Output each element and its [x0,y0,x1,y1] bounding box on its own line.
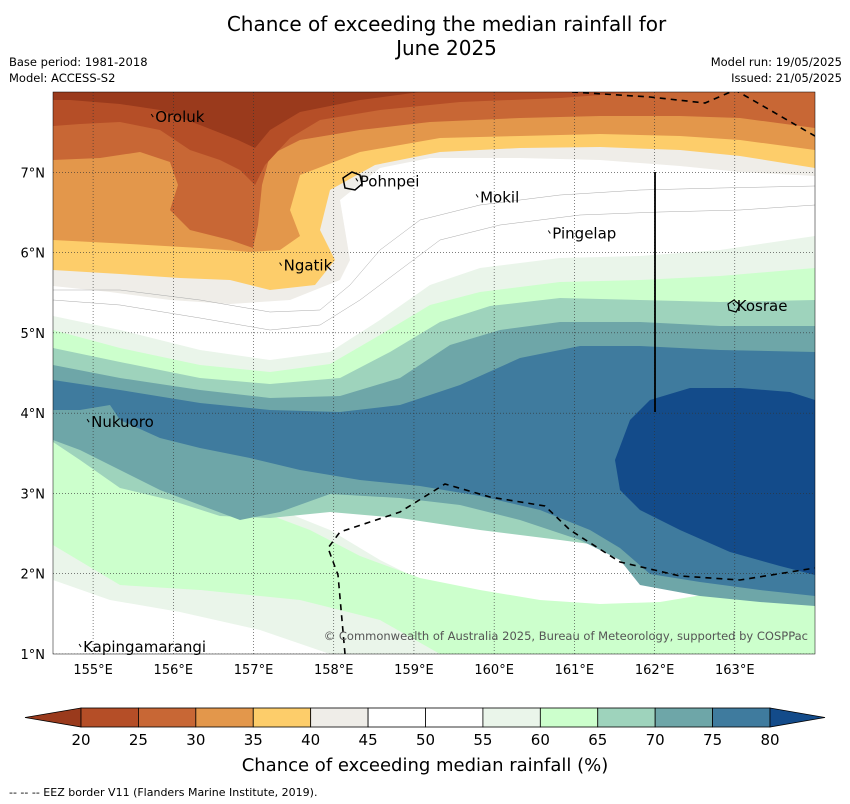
footnote: -- -- -- EEZ border V11 (Flanders Marine… [9,786,318,799]
model-text: Model: ACCESS-S2 [9,71,116,85]
colorbar-extend-low [24,707,82,728]
contour-fill-50-southwest [53,580,330,654]
x-tick-label: 155°E [73,663,113,678]
map-frame [52,91,816,655]
place-label-oroluk: Oroluk [155,108,204,126]
copyright-text: © Commonwealth of Australia 2025, Bureau… [324,629,808,643]
kosrae-island [727,299,741,313]
place-label-mokil: Mokil [480,188,519,206]
eez-border-south [327,483,815,654]
base-period-text: Base period: 1981-2018 [9,55,148,69]
y-tick-label: 1°N [21,648,46,663]
y-tick-label: 6°N [21,247,46,262]
place-marker [279,262,283,266]
y-tick-label: 3°N [21,487,46,502]
contour-fill-below-20 [53,92,420,148]
colorbar-swatch [654,707,713,728]
contour-fill-80 [615,388,815,575]
x-tick-label: 162°E [635,663,675,678]
colorbar-tick-label: 30 [186,731,205,749]
colorbar-tick-label: 25 [129,731,148,749]
place-label-pingelap: Pingelap [552,225,616,243]
y-tick-label: 2°N [21,568,46,583]
colorbar-tick-label: 35 [244,731,263,749]
colorbar-tick-label: 45 [359,731,378,749]
place-marker [150,113,154,118]
colorbar-tick-label: 80 [760,731,779,749]
colorbar-swatch [597,707,656,728]
colorbar-swatch [195,707,254,728]
place-label-pohnpei: Pohnpei [360,172,420,190]
place-marker [732,302,736,307]
place-label-kapingamarangi: Kapingamarangi [83,638,206,656]
meta-right: Model run: 19/05/2025 Issued: 21/05/2025 [711,54,842,86]
colorbar-swatch [539,707,599,728]
colorbar-swatch [712,707,771,728]
colorbar-swatch [138,707,197,728]
place-marker [547,230,551,234]
colorbar-swatch [425,707,484,728]
chart-title: Chance of exceeding the median rainfall … [0,12,850,60]
colorbar-label: Chance of exceeding median rainfall (%) [241,755,609,776]
model-run-text: Model run: 19/05/2025 [710,55,842,69]
x-tick-label: 159°E [394,663,434,678]
y-tick-label: 5°N [21,327,46,342]
x-tick-label: 156°E [154,663,194,678]
eez-borders [327,92,815,654]
place-label-kosrae: Kosrae [737,297,788,315]
colorbar-tick-label: 65 [588,731,607,749]
x-tick-label: 163°E [715,663,755,678]
contour-fill-75 [53,346,815,596]
colorbar-tick-label: 40 [301,731,320,749]
place-label-nukuoro: Nukuoro [91,413,154,431]
pohnpei-island [342,171,363,191]
colorbar: 20 25 30 35 40 45 50 55 60 65 70 75 80 [24,707,826,749]
contour-lines [53,185,815,331]
place-label-ngatik: Ngatik [284,257,333,275]
issued-text: Issued: 21/05/2025 [731,71,842,85]
colorbar-swatch [252,707,312,728]
y-tick-label: 7°N [21,166,46,181]
colorbar-tick-label: 75 [703,731,722,749]
place-marker [355,178,359,182]
x-axis-ticks: 155°E 156°E 157°E 158°E 159°E 160°E 161°E 162°E… [73,663,754,678]
colorbar-extend-high [769,707,826,728]
meta-left: Base period: 1981-2018 Model: ACCESS-S2 [9,54,148,86]
colorbar-tick-label: 20 [71,731,90,749]
x-tick-label: 158°E [314,663,354,678]
colorbar-swatch [310,707,369,728]
colorbar-tick-label: 50 [416,731,435,749]
contour-fill-60-south [53,420,815,654]
x-tick-label: 157°E [234,663,274,678]
colorbar-tick-label: 70 [646,731,665,749]
contour-fill-group [53,92,815,654]
place-marker [475,194,479,198]
place-marker [78,643,82,648]
colorbar-tick-label: 60 [531,731,550,749]
title-line-1: Chance of exceeding the median rainfall … [226,12,667,36]
colorbar-swatch [80,707,139,728]
colorbar-tick-label: 55 [473,731,492,749]
x-tick-label: 161°E [555,663,595,678]
graticule [53,92,815,654]
y-tick-label: 4°N [21,407,46,422]
colorbar-swatch [367,707,426,728]
place-marker [86,418,90,423]
place-labels: Oroluk Pohnpei Mokil Pingelap Ngatik Kosrae Nu… [78,108,788,656]
colorbar-swatch [482,707,541,728]
y-axis-ticks: 1°N 2°N 3°N 4°N 5°N 6°N 7°N [21,166,46,663]
x-tick-label: 160°E [474,663,514,678]
title-line-2: June 2025 [396,36,497,60]
